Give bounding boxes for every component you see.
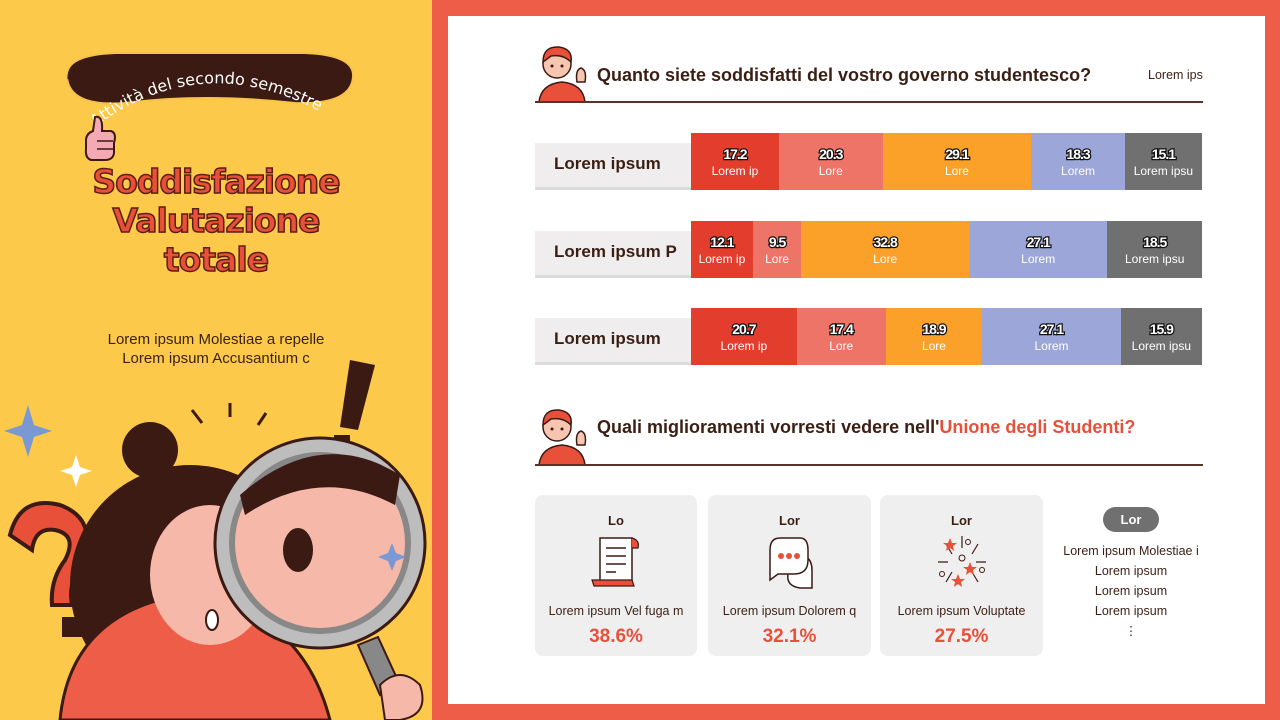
segment-value: 29.1 bbox=[944, 144, 971, 163]
section2-title: Quali miglioramenti vorresti vedere nell… bbox=[597, 417, 1135, 438]
bar-segment: 15.9 Lorem ipsu bbox=[1120, 308, 1202, 365]
section1-title: Quanto siete soddisfatti del vostro gove… bbox=[597, 65, 1092, 85]
title-highlight: Unione degli Studenti? bbox=[939, 417, 1136, 437]
girl-with-magnifier-illustration bbox=[4, 360, 427, 720]
segment-label: Lore bbox=[873, 251, 898, 266]
semester-badge: Attività del secondo semestre bbox=[65, 52, 355, 130]
subtitle-line: Lorem ipsum Accusantium c bbox=[122, 350, 310, 367]
improvement-card: Lor Lorem ipsum Voluptate 27.5% bbox=[880, 495, 1043, 656]
segment-value: 9.5 bbox=[768, 232, 788, 251]
segment-label: Lore bbox=[829, 338, 854, 353]
title-prefix: Quali miglioramenti vorresti vedere nell… bbox=[597, 417, 940, 437]
bar-segment: 27.1 Lorem bbox=[982, 308, 1121, 365]
list-item: Lorem ipsum Molestiae i bbox=[1063, 544, 1199, 558]
segment-label: Lore bbox=[818, 163, 843, 178]
bar-segment: 9.5 Lore bbox=[752, 221, 802, 278]
card-percent: 32.1% bbox=[762, 626, 817, 647]
student-avatar-icon bbox=[538, 409, 587, 465]
bar-segment: 15.1 Lorem ipsu bbox=[1124, 133, 1202, 190]
bar-segment: 20.7 Lorem ip bbox=[691, 308, 797, 365]
segment-label: Lorem bbox=[1061, 163, 1096, 178]
segment-value: 18.3 bbox=[1065, 144, 1092, 163]
fireworks-icon bbox=[937, 536, 986, 587]
divider bbox=[535, 464, 1203, 466]
bar-segment: 27.1 Lorem bbox=[968, 221, 1108, 278]
card-percent: 38.6% bbox=[589, 626, 643, 647]
bar-segment: 18.5 Lorem ipsu bbox=[1107, 221, 1202, 278]
segment-label: Lore bbox=[921, 338, 946, 353]
chat-bubble-icon bbox=[768, 537, 813, 589]
card-title: Lor bbox=[951, 513, 972, 528]
segment-value: 18.9 bbox=[921, 319, 948, 338]
segment-value: 18.5 bbox=[1142, 232, 1169, 251]
list-item: Lorem ipsum bbox=[1094, 564, 1168, 578]
other-pill: Lor bbox=[1103, 507, 1159, 532]
segment-label: Lorem ip bbox=[698, 251, 746, 266]
segment-label: Lorem ipsu bbox=[1125, 251, 1185, 266]
bar-segment: 12.1 Lorem ip bbox=[691, 221, 753, 278]
segment-value: 27.1 bbox=[1025, 232, 1052, 251]
segment-label: Lore bbox=[944, 163, 969, 178]
bar-segment: 17.2 Lorem ip bbox=[691, 133, 779, 190]
bar-segment: 18.9 Lore bbox=[885, 308, 983, 365]
card-text: Lorem ipsum Voluptate bbox=[897, 604, 1026, 618]
row-label: Lorem ipsum P bbox=[535, 231, 695, 275]
list-item: ⋮ bbox=[1124, 624, 1138, 638]
segment-label: Lorem ipsu bbox=[1133, 163, 1194, 178]
segment-label: Lorem ip bbox=[711, 163, 759, 178]
bar-segment: 17.4 Lore bbox=[796, 308, 886, 365]
other-list: Lorem ipsum Molestiae i Lorem ipsum Lore… bbox=[1050, 541, 1212, 641]
bar-segment: 20.3 Lore bbox=[778, 133, 883, 190]
divider bbox=[535, 101, 1203, 103]
segment-label: Lorem bbox=[1021, 251, 1056, 266]
segment-value: 20.3 bbox=[818, 144, 845, 163]
title-line-1: Soddisfazione bbox=[92, 161, 342, 202]
segment-value: 15.9 bbox=[1148, 319, 1175, 338]
section1-side-note: Lorem ips bbox=[1148, 68, 1203, 82]
stacked-bar: 20.7 Lorem ip 17.4 Lore 18.9 Lore 27.1 Lorem 15.… bbox=[691, 308, 1202, 365]
bar-segment: 32.8 Lore bbox=[801, 221, 969, 278]
card-percent: 27.5% bbox=[934, 626, 989, 647]
stacked-bar: 17.2 Lorem ip 20.3 Lore 29.1 Lore 18.3 Lorem 15.… bbox=[691, 133, 1202, 190]
row-label: Lorem ipsum bbox=[535, 143, 695, 187]
card-title: Lo bbox=[608, 513, 624, 528]
subtitle: Lorem ipsum Molestiae a repelle Lorem ip… bbox=[0, 330, 432, 368]
card-text: Lorem ipsum Vel fuga m bbox=[548, 604, 684, 618]
improvement-card: Lor Lorem ipsum Dolorem q 32.1% bbox=[708, 495, 871, 656]
title-line-2: Valutazione bbox=[112, 200, 321, 241]
segment-label: Lore bbox=[765, 251, 790, 266]
student-avatar-icon bbox=[538, 46, 587, 102]
left-panel: Attività del secondo semestre Soddisfazi… bbox=[0, 0, 432, 720]
segment-label: Lorem ip bbox=[720, 338, 768, 353]
segment-value: 32.8 bbox=[872, 232, 899, 251]
segment-value: 20.7 bbox=[731, 319, 758, 338]
card-text: Lorem ipsum Dolorem q bbox=[722, 604, 857, 618]
subtitle-line: Lorem ipsum Molestiae a repelle bbox=[107, 331, 325, 348]
segment-value: 12.1 bbox=[709, 232, 736, 251]
title-line-3: totale bbox=[163, 239, 270, 280]
improvement-card: Lo Lorem ipsum Vel fuga m 38.6% bbox=[535, 495, 697, 656]
segment-value: 27.1 bbox=[1039, 319, 1066, 338]
segment-label: Lorem ipsu bbox=[1131, 338, 1192, 353]
segment-value: 17.4 bbox=[828, 319, 855, 338]
bar-segment: 29.1 Lore bbox=[882, 133, 1032, 190]
segment-label: Lorem bbox=[1034, 338, 1069, 353]
stacked-bar: 12.1 Lorem ip 9.5 Lore 32.8 Lore 27.1 Lorem 18.5… bbox=[691, 221, 1202, 278]
list-item: Lorem ipsum bbox=[1094, 584, 1168, 598]
segment-value: 17.2 bbox=[722, 144, 749, 163]
card-title: Lor bbox=[779, 513, 800, 528]
thumbs-up-icon bbox=[84, 115, 116, 161]
row-label: Lorem ipsum bbox=[535, 318, 695, 362]
list-item: Lorem ipsum bbox=[1094, 604, 1168, 618]
segment-value: 15.1 bbox=[1150, 144, 1177, 163]
scroll-icon bbox=[591, 537, 639, 587]
bar-segment: 18.3 Lorem bbox=[1031, 133, 1125, 190]
